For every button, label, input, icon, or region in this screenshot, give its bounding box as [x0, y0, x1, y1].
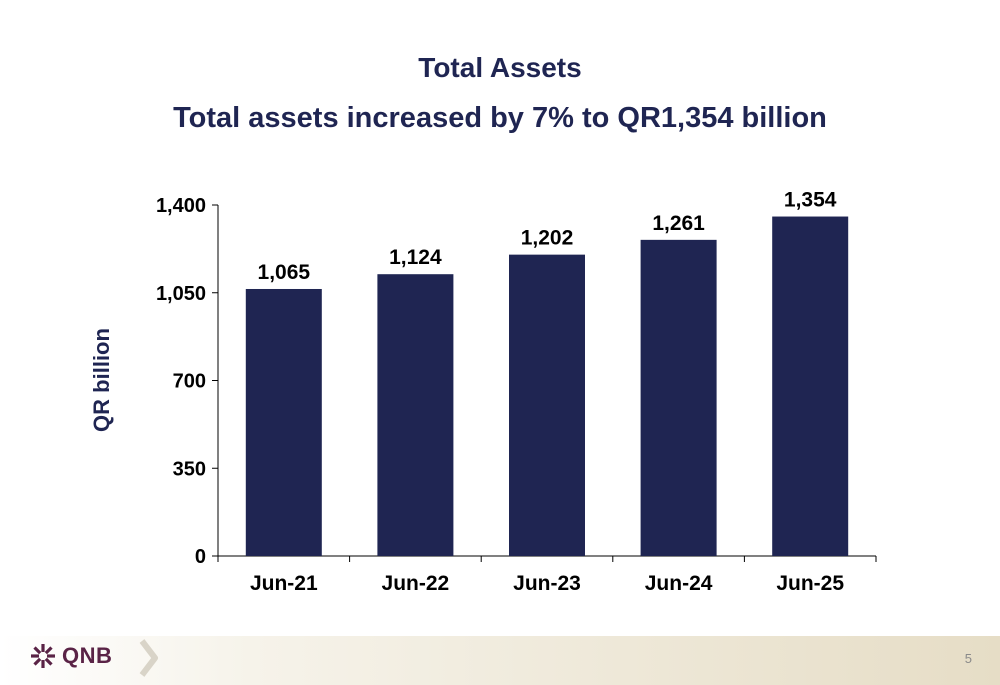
x-tick-label: Jun-22 — [382, 572, 450, 595]
bar — [640, 239, 717, 556]
qnb-logo-icon — [31, 644, 55, 668]
qnb-logo: QNB — [30, 642, 112, 670]
page-number: 5 — [964, 651, 972, 666]
bar — [772, 216, 849, 557]
bar-value-label: 1,065 — [258, 261, 311, 284]
x-tick-label: Jun-25 — [776, 572, 844, 595]
bar-value-label: 1,124 — [389, 246, 442, 269]
y-tick-label: 1,400 — [156, 195, 206, 217]
x-tick-label: Jun-24 — [645, 572, 713, 595]
bar — [509, 254, 585, 557]
y-axis-label: QR billion — [89, 328, 114, 432]
footer-band — [0, 636, 1000, 685]
bar-value-label: 1,202 — [521, 227, 574, 250]
x-tick-label: Jun-23 — [513, 572, 581, 595]
bar — [377, 274, 454, 556]
chevron-right-icon — [139, 639, 158, 677]
y-tick-label: 1,050 — [156, 283, 206, 305]
chart-subtitle: Total assets increased by 7% to QR1,354 … — [173, 102, 827, 134]
bar-value-label: 1,261 — [652, 212, 705, 235]
y-tick-label: 350 — [173, 458, 206, 480]
qnb-logo-text: QNB — [62, 643, 113, 668]
y-tick-label: 0 — [195, 546, 206, 568]
bar — [245, 288, 322, 556]
y-tick-label: 700 — [173, 371, 206, 393]
x-tick-label: Jun-21 — [250, 572, 318, 595]
bar-value-label: 1,354 — [784, 189, 837, 212]
bar-chart: 0 350 700 1,050 1,400 1,065 Jun-21 1,124 Jun-22 1… — [89, 189, 877, 595]
chart-title: Total Assets — [418, 52, 582, 83]
